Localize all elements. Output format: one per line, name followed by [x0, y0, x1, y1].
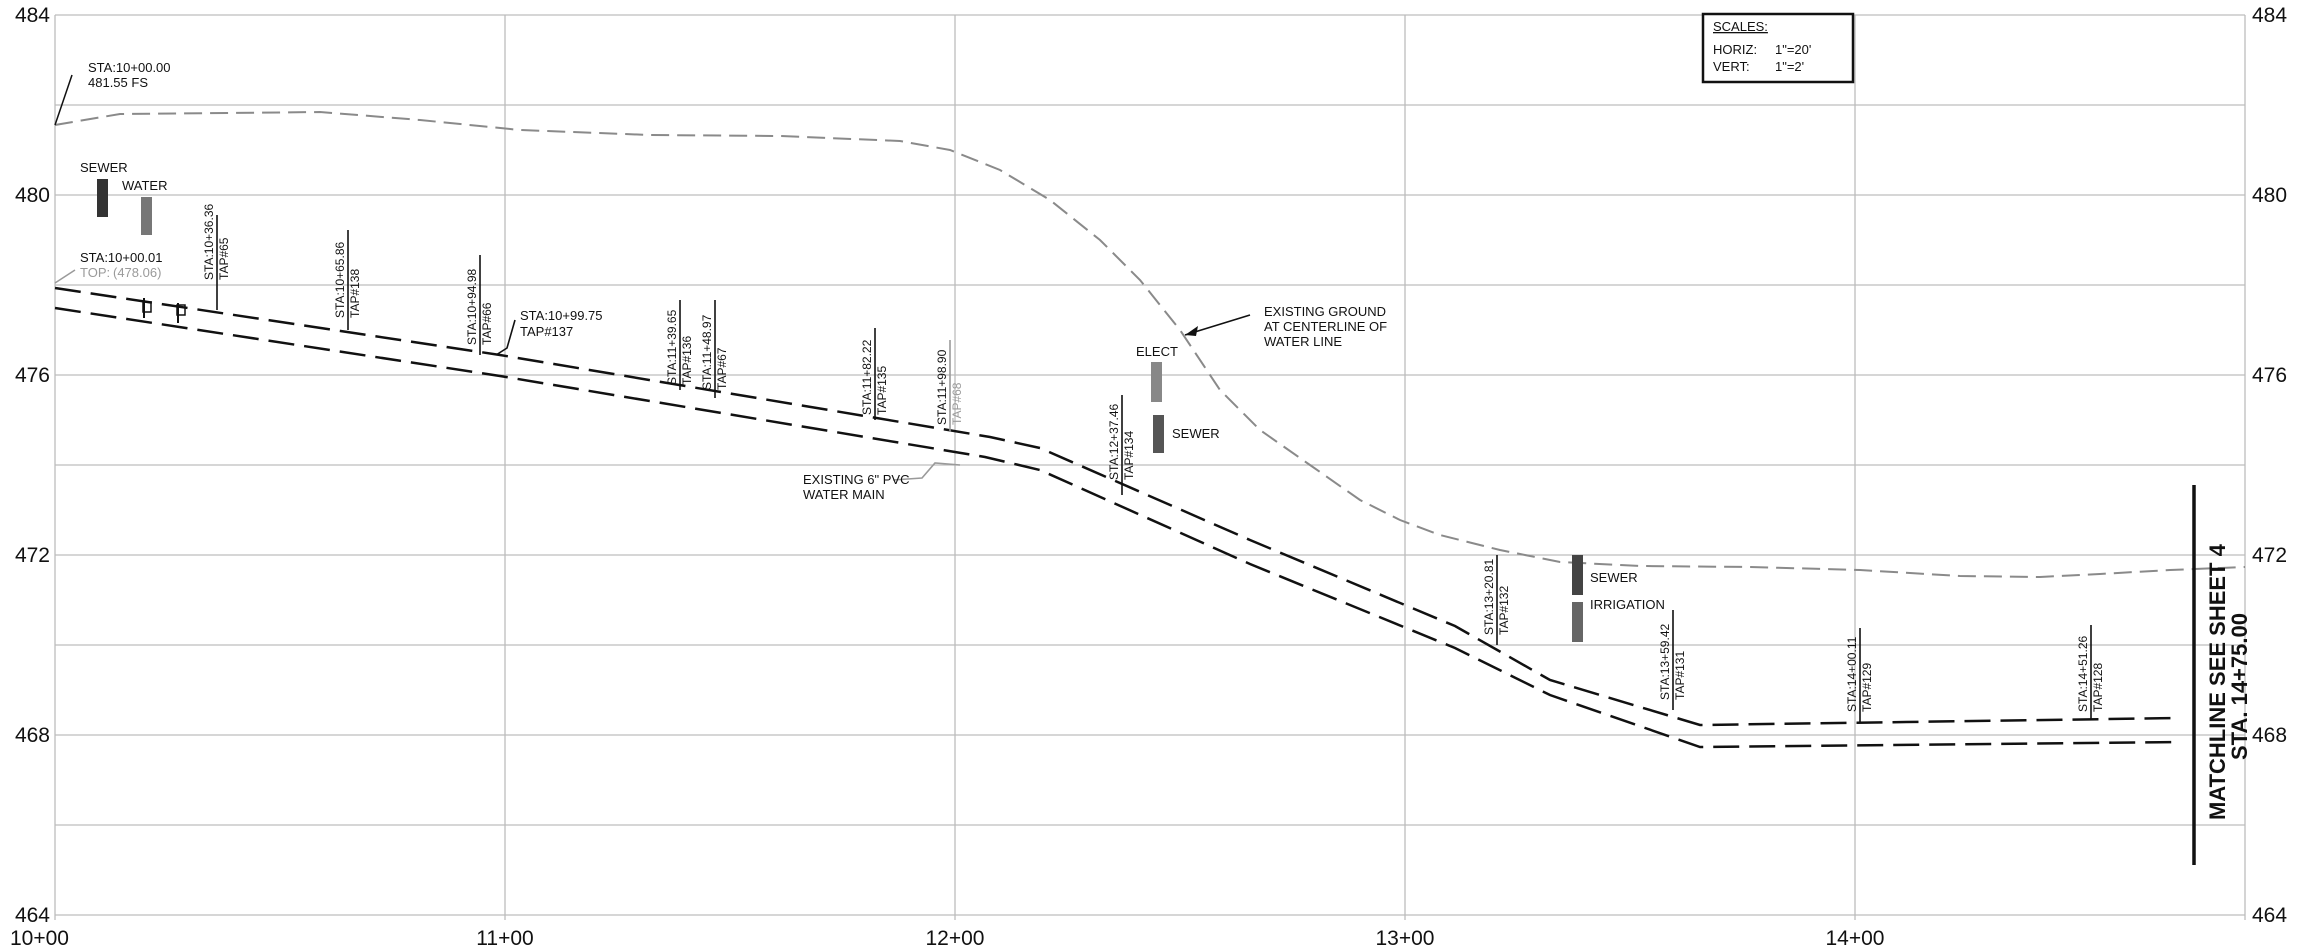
scales-vert-label: VERT: — [1713, 59, 1750, 74]
tap-station-label: STA:12+37.46 — [1107, 404, 1121, 480]
elevation-label: 480 — [15, 184, 50, 207]
scales-box: SCALES: HORIZ: 1"=20' VERT: 1"=2' — [1701, 12, 1855, 84]
tap-number-label: TAP#131 — [1673, 651, 1687, 700]
top-note-station: STA:10+00.01 — [80, 250, 163, 265]
existing-ground-line3: WATER LINE — [1264, 334, 1342, 349]
station-label: 13+00 — [1376, 927, 1435, 950]
existing-ground-line — [54, 110, 2246, 579]
matchline: MATCHLINE SEE SHEET 4 STA. 14+75.00 — [2192, 485, 2252, 865]
existing-main-leader — [892, 462, 961, 481]
scales-frame — [1701, 12, 1855, 84]
start-note-station: STA:10+00.00 — [88, 60, 171, 75]
tap-number-label: TAP#134 — [1122, 431, 1136, 480]
tap-number-label: TAP#135 — [875, 366, 889, 415]
horizontal-tap-number: TAP#137 — [520, 324, 573, 339]
tap-station-label: STA:10+36.36 — [202, 204, 216, 280]
water-symbol — [141, 197, 152, 235]
tap-number-label: TAP#136 — [680, 336, 694, 385]
elevation-label: 472 — [2252, 544, 2287, 567]
water-main-bottom — [54, 306, 2181, 749]
tap-labels: STA:10+36.36 TAP#65 STA:10+65.86 TAP#138… — [202, 204, 2105, 712]
tap-number-label: TAP#67 — [715, 347, 729, 390]
elevation-label: 468 — [2252, 724, 2287, 747]
tap-station-label: STA:11+48.97 — [700, 314, 714, 390]
taps — [216, 215, 2092, 722]
station-label: 11+00 — [476, 927, 533, 950]
matchline-station: STA. 14+75.00 — [2227, 613, 2252, 760]
elevation-label: 484 — [15, 4, 50, 27]
station-axis: 10+00 11+00 12+00 13+00 14+00 — [10, 927, 1884, 950]
tap-station-label: STA:10+94.98 — [465, 269, 479, 345]
station-label: 12+00 — [926, 927, 985, 950]
elevation-label: 464 — [2252, 904, 2287, 927]
tap-number-label: TAP#65 — [217, 237, 231, 280]
elevation-axis-right: 484 480 476 472 468 464 — [2252, 4, 2287, 927]
start-note-elevation: 481.55 FS — [88, 75, 148, 90]
sewer-label: SEWER — [80, 160, 128, 175]
existing-ground-line2: AT CENTERLINE OF — [1264, 319, 1387, 334]
elevation-label: 484 — [2252, 4, 2287, 27]
elevation-label: 472 — [15, 544, 50, 567]
station-label: 10+00 — [10, 927, 69, 950]
elevation-label: 480 — [2252, 184, 2287, 207]
tap-number-label: TAP#132 — [1497, 586, 1511, 635]
elevation-label: 464 — [15, 904, 50, 927]
tap-station-label: STA:10+65.86 — [333, 242, 347, 318]
sewer-symbol — [1572, 555, 1583, 595]
tap-number-label: TAP#128 — [2091, 663, 2105, 712]
horizontal-tap-station: STA:10+99.75 — [520, 308, 603, 323]
elevation-label: 476 — [15, 364, 50, 387]
tap-station-label: STA:14+00.11 — [1845, 636, 1859, 712]
existing-main-line2: WATER MAIN — [803, 487, 885, 502]
scales-horiz-value: 1"=20' — [1775, 42, 1811, 57]
tap-station-label: STA:11+82.22 — [860, 339, 874, 415]
scales-vert-value: 1"=2' — [1775, 59, 1804, 74]
tap-number-label: TAP#129 — [1860, 663, 1874, 712]
tap-station-label: STA:11+39.65 — [665, 309, 679, 385]
tap-number-label: TAP#138 — [348, 269, 362, 318]
elect-label: ELECT — [1136, 344, 1178, 359]
water-label: WATER — [122, 178, 168, 193]
existing-ground-line1: EXISTING GROUND — [1264, 304, 1386, 319]
station-label: 14+00 — [1826, 927, 1885, 950]
tap-number-label: TAP#68 — [950, 382, 964, 425]
scales-horiz-label: HORIZ: — [1713, 42, 1757, 57]
elect-symbol — [1151, 362, 1162, 402]
sewer-symbol — [1153, 415, 1164, 453]
matchline-label: MATCHLINE SEE SHEET 4 — [2205, 543, 2230, 820]
scales-title: SCALES: — [1713, 19, 1768, 34]
grid — [54, 14, 2246, 920]
pipe-notch-box — [142, 301, 152, 313]
tap-station-label: STA:13+20.81 — [1482, 559, 1496, 635]
start-leader — [54, 74, 73, 126]
top-note-prefix: TOP: — [80, 265, 110, 280]
tap-station-label: STA:13+59.42 — [1658, 624, 1672, 700]
sewer-label: SEWER — [1590, 570, 1638, 585]
tap-station-label: STA:14+51.26 — [2076, 636, 2090, 712]
elevation-label: 476 — [2252, 364, 2287, 387]
elevation-label: 468 — [15, 724, 50, 747]
horizontal-tap-leader — [495, 319, 516, 356]
existing-main-line1: EXISTING 6" PVC — [803, 472, 909, 487]
top-note-value: (478.06) — [113, 265, 161, 280]
pipe-notch-box — [176, 304, 186, 316]
tap-number-label: TAP#66 — [480, 302, 494, 345]
elevation-axis-left: 484 480 476 472 468 464 — [15, 4, 50, 927]
existing-ground-arrow — [1185, 326, 1198, 336]
irrigation-label: IRRIGATION — [1590, 597, 1665, 612]
sewer-label: SEWER — [1172, 426, 1220, 441]
irrigation-symbol — [1572, 602, 1583, 642]
water-main-top — [54, 286, 2181, 727]
tap-station-label: STA:11+98.90 — [935, 349, 949, 425]
sewer-symbol — [97, 179, 108, 217]
top-note-leader — [54, 269, 76, 284]
